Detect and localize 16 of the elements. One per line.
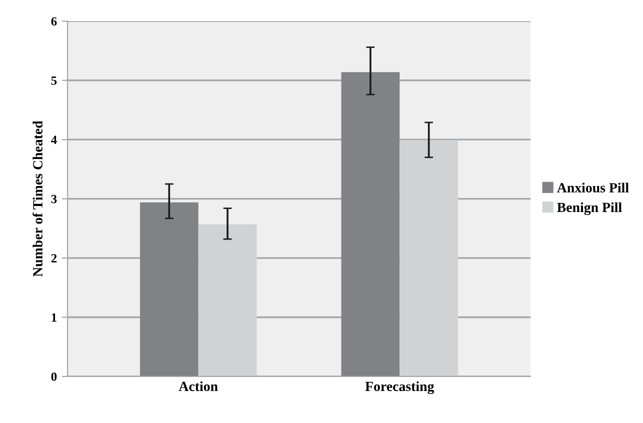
y-tick-label: 1: [52, 313, 56, 322]
y-tick-label: 3: [51, 194, 57, 204]
bar: [198, 224, 257, 376]
legend-label: Anxious Pill: [557, 182, 629, 192]
bar: [341, 72, 400, 376]
y-tick-label: 4: [51, 136, 57, 144]
y-axis-title: Number of Times Cheated: [32, 120, 43, 277]
y-tick-label: 6: [51, 17, 57, 26]
x-tick-label: Action: [178, 381, 218, 392]
y-tick-label: 2: [51, 254, 57, 262]
bar: [400, 140, 458, 376]
x-tick-label: Forecasting: [365, 381, 434, 394]
y-tick-label: 5: [51, 76, 57, 85]
bar: [140, 202, 198, 376]
y-tick-label: 0: [51, 372, 57, 381]
legend-label: Benign Pill: [557, 202, 622, 216]
